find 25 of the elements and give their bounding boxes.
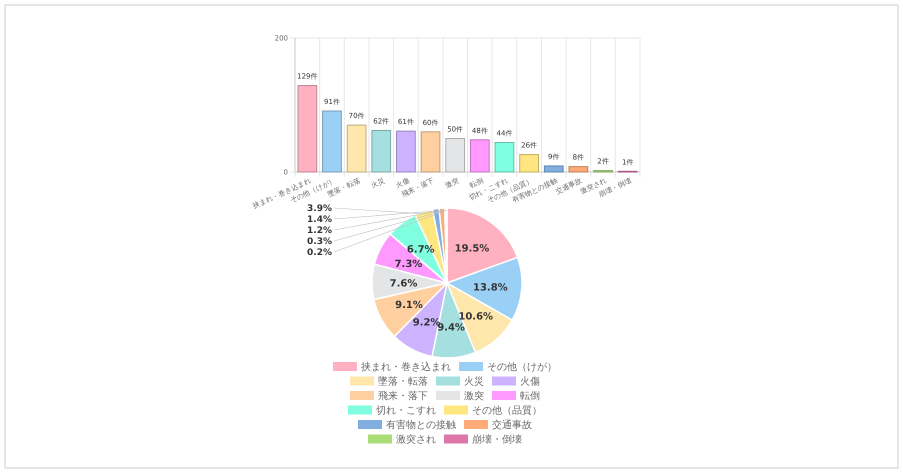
data-label: 19.5% — [454, 243, 490, 254]
legend-label: 火災 — [464, 376, 484, 388]
legend-label: 飛来・落下 — [378, 390, 428, 402]
legend-label: その他（けが） — [487, 361, 557, 373]
data-label: 13.8% — [472, 282, 508, 294]
data-label: 10.6% — [458, 312, 494, 323]
data-label: 1.2% — [307, 226, 332, 236]
data-label: 1.4% — [307, 215, 332, 225]
data-label: 3.9% — [307, 204, 332, 214]
data-label: 7.6% — [390, 278, 418, 290]
legend-label: その他（品質） — [472, 404, 542, 416]
legend-label: 挟まれ・巻き込まれ — [361, 361, 451, 373]
data-label: 0.2% — [307, 248, 332, 258]
legend-label: 激突 — [464, 390, 484, 402]
legend-label: 切れ・こすれ — [376, 404, 436, 416]
legend-label: 崩壊・倒壊 — [472, 434, 522, 446]
data-label: 7.3% — [394, 258, 422, 270]
legend-label: 激突され — [396, 434, 436, 446]
legend-label: 交通事故 — [492, 419, 532, 431]
legend-label: 転倒 — [520, 391, 540, 402]
data-label: 9.1% — [395, 300, 423, 312]
legend-label: 火傷 — [520, 376, 540, 388]
legend-label: 有害物との接触 — [386, 419, 456, 431]
data-label: 0.3% — [307, 237, 332, 247]
legend-label: 墜落・転落 — [378, 376, 428, 388]
